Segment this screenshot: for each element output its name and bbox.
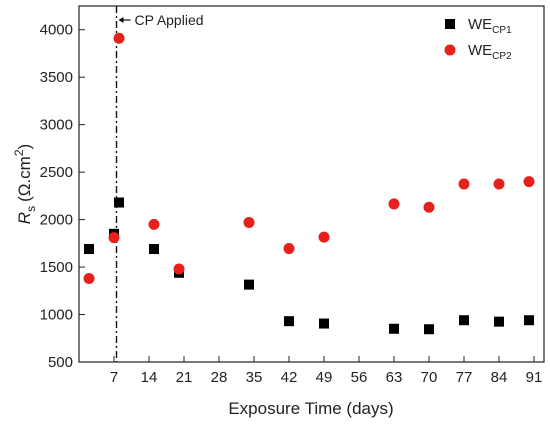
data-series <box>83 32 535 335</box>
series-cp1 <box>84 197 534 335</box>
x-tick-label: 35 <box>246 369 263 386</box>
x-tick-label: 56 <box>351 369 368 386</box>
data-point-circle <box>388 198 400 210</box>
x-tick-label: 14 <box>141 369 158 386</box>
data-point-square <box>459 315 469 326</box>
y-tick-label: 3000 <box>40 117 73 134</box>
data-point-circle <box>318 231 330 243</box>
data-point-circle <box>243 216 255 228</box>
data-point-circle <box>423 201 435 213</box>
y-axis-title-unit-end: ) <box>15 144 34 150</box>
legend-marker-circle <box>444 44 456 56</box>
data-point-square <box>284 316 294 327</box>
cp-applied-label: CP Applied <box>135 12 204 28</box>
x-tick-label: 28 <box>211 369 228 386</box>
x-axis: 7 14 21 28 35 42 49 56 63 70 77 84 91 <box>110 356 543 386</box>
data-point-circle <box>283 243 295 255</box>
svg-text:Rs(Ω.cm2): Rs (Ω.cm2) <box>12 144 38 224</box>
legend-label: WECP2 <box>468 42 512 62</box>
y-tick-label: 2000 <box>40 212 73 229</box>
data-point-square <box>424 324 434 335</box>
data-point-circle <box>113 32 125 44</box>
data-point-square <box>319 318 329 329</box>
data-point-circle <box>173 263 185 275</box>
y-tick-label: 1000 <box>40 307 73 324</box>
data-point-circle <box>523 176 535 188</box>
x-tick-label: 84 <box>491 369 508 386</box>
x-tick-label: 7 <box>110 369 118 386</box>
y-axis-title-sub: s <box>24 206 38 212</box>
data-point-circle <box>148 218 160 230</box>
y-axis-title-main: R <box>15 212 34 224</box>
x-tick-label: 42 <box>281 369 298 386</box>
data-point-square <box>389 323 399 334</box>
series-cp2 <box>83 32 535 284</box>
data-point-circle <box>83 272 95 284</box>
data-point-circle <box>108 232 120 244</box>
y-tick-label: 4000 <box>40 22 73 39</box>
y-axis-title-unit: (Ω.cm <box>15 156 34 202</box>
legend-label: WECP1 <box>468 16 512 36</box>
data-point-square <box>114 197 124 208</box>
plot-frame <box>78 5 545 363</box>
data-point-square <box>524 315 534 326</box>
legend-marker-square <box>445 19 455 29</box>
y-tick-label: 2500 <box>40 164 73 181</box>
x-tick-label: 63 <box>386 369 403 386</box>
y-tick-label: 1500 <box>40 259 73 276</box>
y-tick-label: 3500 <box>40 69 73 86</box>
x-tick-label: 91 <box>526 369 543 386</box>
data-point-square <box>244 279 254 290</box>
data-point-square <box>84 244 94 255</box>
cp-applied-arrowhead <box>118 17 124 23</box>
y-axis: 500 1000 1500 2000 2500 3000 3500 4000 <box>40 22 85 371</box>
y-tick-label: 500 <box>48 354 73 371</box>
data-point-square <box>149 244 159 255</box>
data-point-circle <box>458 178 470 190</box>
x-tick-label: 21 <box>176 369 193 386</box>
x-axis-title: Exposure Time (days) <box>228 399 393 418</box>
x-tick-label: 77 <box>456 369 473 386</box>
y-axis-title-unit-sup: 2 <box>12 149 26 156</box>
x-tick-label: 70 <box>421 369 438 386</box>
x-tick-label: 49 <box>316 369 333 386</box>
y-axis-title: Rs (Ω.cm2) <box>12 144 38 224</box>
cp-applied-annotation: CP Applied <box>115 6 204 362</box>
data-point-circle <box>493 178 505 190</box>
legend: WECP1 WECP2 <box>444 16 512 62</box>
data-point-square <box>494 316 504 327</box>
